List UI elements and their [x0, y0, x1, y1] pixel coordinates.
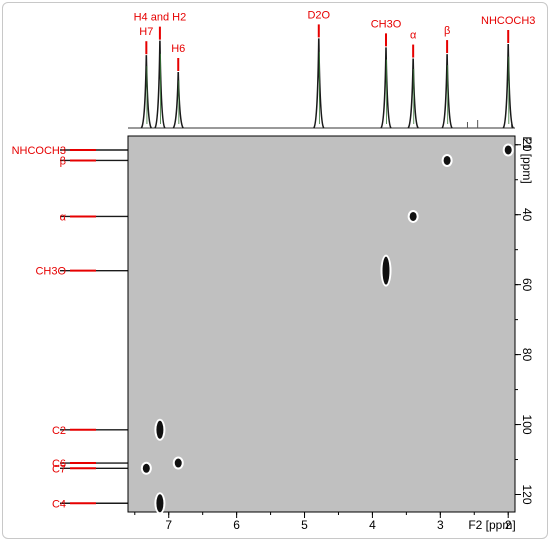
carbon-label-nhcoch3-0: NHCOCH3: [12, 145, 66, 157]
carbon-label-c6-5: C6: [52, 458, 66, 470]
proton-peak-greek-5: [407, 58, 419, 129]
proton-label-ch3o-4: CH3O: [371, 18, 402, 30]
cross-peak-ch3o-3: [382, 256, 390, 285]
y-tick-label-1: 40: [520, 208, 534, 222]
cross-peak-greek-2: [409, 211, 417, 221]
carbon-label-ch3o-3: CH3O: [35, 266, 66, 278]
y-tick-label-3: 80: [520, 348, 534, 362]
carbon-label-c7-6: C7: [52, 463, 66, 475]
proton-peak-h4-and-h2-1: [154, 40, 166, 129]
proton-peak-nhcoch3-7: [502, 43, 514, 129]
proton-label-greek-5: α: [410, 30, 417, 42]
proton-peak-labels: H7 H4 and H2 H6 D2O CH3O α β NHCOCH3: [134, 9, 535, 71]
cross-peak-nhcoch3-0: [504, 145, 512, 155]
x-tick-label-0: 7: [165, 518, 172, 532]
proton-label-h7-0: H7: [139, 26, 153, 38]
y-tick-label-4: 100: [520, 415, 534, 435]
carbon-label-c2-4: C2: [52, 425, 66, 437]
proton-label-d2o-3: D2O: [307, 9, 330, 21]
cross-peak-c6-5: [174, 458, 182, 468]
proton-peak-d2o-3: [313, 38, 325, 129]
proton-label-nhcoch3-7: NHCOCH3: [481, 15, 535, 27]
proton-label-h6-2: H6: [171, 43, 185, 55]
carbon-label-c4-7: C4: [52, 498, 66, 510]
y-tick-label-2: 60: [520, 278, 534, 292]
cross-peaks: [140, 143, 514, 515]
proton-peak-h7-0: [140, 55, 153, 129]
x-tick-label-3: 4: [369, 518, 376, 532]
proton-label-h4-and-h2-1: H4 and H2: [134, 12, 187, 24]
proton-peak-ch3o-4: [380, 47, 392, 129]
carbon-projection-1d: [60, 136, 129, 512]
carbon-label-greek-1: β: [60, 155, 66, 167]
plot-area: [127, 135, 516, 513]
proton-peak-greek-6: [441, 54, 453, 129]
x-axis: 7 6 5 4 3 2: [134, 512, 512, 532]
x-tick-label-2: 5: [301, 518, 308, 532]
x-axis-label: F2 [ppm]: [468, 518, 515, 532]
x-tick-label-5: 2: [505, 518, 512, 532]
y-axis: 20 40 60 80 100 120: [515, 138, 534, 505]
cross-peak-greek-1: [443, 155, 451, 165]
carbon-label-greek-2: α: [60, 211, 67, 223]
y-tick-label-0: 20: [520, 138, 534, 152]
cross-peak-c7-6: [142, 463, 150, 473]
proton-spectrum-1d: [128, 38, 515, 129]
proton-peak-h6-2: [172, 71, 184, 129]
proton-label-greek-6: β: [444, 25, 450, 37]
y-tick-label-5: 120: [520, 484, 534, 504]
cross-peak-c4-7: [156, 494, 164, 513]
y-axis-label: F1 [ppm]: [520, 136, 534, 183]
cross-peak-c2-4: [156, 420, 164, 439]
x-tick-label-4: 3: [437, 518, 444, 532]
x-tick-label-1: 6: [233, 518, 240, 532]
